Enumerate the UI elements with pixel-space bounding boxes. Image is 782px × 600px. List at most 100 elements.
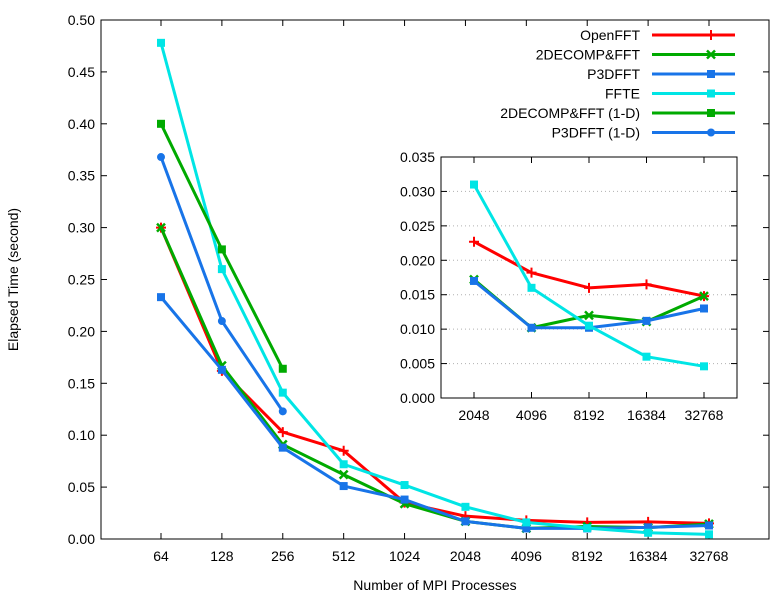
data-point (278, 364, 287, 373)
data-point (400, 481, 409, 490)
data-point (526, 267, 537, 278)
data-point (584, 282, 594, 293)
y-tick-label: 0.45 (68, 64, 95, 80)
data-point (217, 365, 226, 374)
legend-label: P3DFFT (587, 66, 640, 82)
data-point (278, 388, 287, 397)
data-point (522, 518, 531, 527)
inset-background (441, 157, 737, 398)
y-tick-label: 0.10 (68, 427, 95, 443)
data-point (338, 445, 349, 456)
inset-plot: 0.000 0.005 0.010 0.015 0.020 0.025 0.030 0.035… (400, 149, 738, 423)
data-point (642, 352, 651, 361)
x-tick-label: 512 (332, 548, 356, 564)
y-tick-label: 0.35 (68, 168, 95, 184)
data-point (277, 427, 288, 438)
y-tick-label: 0.30 (68, 220, 95, 236)
y-tick-label: 0.030 (400, 183, 435, 199)
x-tick-label: 16384 (629, 548, 668, 564)
x-tick-label: 128 (210, 548, 234, 564)
legend-entry-p3dfft: P3DFFT (587, 66, 735, 82)
inset-plot-frame (440, 156, 738, 399)
legend-label: 2DECOMP&FFT (1-D) (500, 105, 640, 121)
legend-marker (706, 30, 716, 40)
y-tick-label: 0.00 (68, 531, 95, 547)
data-point (641, 279, 652, 290)
data-point (278, 407, 287, 416)
legend-entry-2decomp-fft-1-d: 2DECOMP&FFT (1-D) (500, 105, 735, 121)
x-tick-label: 2048 (458, 407, 489, 423)
data-point (461, 502, 470, 511)
data-point (217, 317, 226, 326)
data-point (339, 460, 348, 469)
y-tick-label: 0.020 (400, 252, 435, 268)
y-tick-label: 0.005 (400, 356, 435, 372)
data-point (705, 530, 713, 539)
y-tick-label: 0.000 (400, 390, 435, 406)
data-point (527, 283, 536, 292)
data-point (470, 180, 478, 189)
data-point (583, 524, 592, 533)
data-point (469, 236, 479, 247)
data-point (705, 521, 713, 530)
data-point (700, 362, 708, 371)
series-2decomp-fft-1-d (157, 119, 287, 373)
data-point (157, 153, 165, 162)
data-point (699, 291, 709, 301)
x-tick-label: 16384 (627, 407, 666, 423)
y-tick-label: 0.25 (68, 272, 95, 288)
data-point (522, 524, 531, 533)
x-tick-label: 8192 (572, 548, 603, 564)
data-point (700, 304, 708, 313)
x-axis-title: Number of MPI Processes (353, 577, 516, 593)
data-point (339, 482, 348, 491)
y-tick-label: 0.010 (400, 321, 435, 337)
x-tick-label: 4096 (516, 407, 547, 423)
series-ffte (157, 38, 713, 539)
data-point (338, 469, 349, 480)
y-tick-label: 0.15 (68, 375, 95, 391)
data-point (157, 38, 165, 47)
series-p3dfft-1-d (157, 153, 287, 416)
legend-entry-ffte: FFTE (605, 86, 735, 102)
legend: OpenFFT 2DECOMP&FFT P3DFFT FFTE 2DECOMP&FFT … (500, 27, 735, 141)
x-tick-label: 32768 (690, 548, 729, 564)
legend-marker (707, 89, 715, 98)
legend-marker (706, 49, 716, 60)
legend-entry-2decomp-fft: 2DECOMP&FFT (536, 47, 735, 63)
y-axis-title: Elapsed Time (second) (5, 208, 21, 351)
x-tick-label: 4096 (511, 548, 542, 564)
y-tick-label: 0.05 (68, 479, 95, 495)
x-tick-label: 32768 (685, 407, 724, 423)
legend-marker (707, 70, 715, 78)
x-tick-label: 8192 (573, 407, 604, 423)
y-tick-label: 0.20 (68, 323, 95, 339)
legend-label: FFTE (605, 86, 640, 102)
legend-marker (707, 109, 715, 117)
data-point (217, 245, 226, 254)
data-point (400, 495, 409, 504)
y-tick-label: 0.40 (68, 116, 95, 132)
legend-label: OpenFFT (580, 27, 640, 43)
data-point (278, 443, 287, 452)
data-point (157, 293, 165, 302)
legend-label: P3DFFT (1-D) (552, 125, 640, 141)
data-point (157, 119, 165, 128)
series-ffte (470, 180, 708, 371)
y-tick-label: 0.035 (400, 149, 435, 165)
data-point (217, 265, 226, 274)
data-point (642, 316, 651, 325)
data-point (527, 323, 536, 332)
x-tick-label: 256 (271, 548, 295, 564)
y-tick-label: 0.50 (68, 12, 95, 28)
legend-label: 2DECOMP&FFT (536, 47, 641, 63)
data-point (644, 528, 653, 537)
data-point (585, 321, 593, 330)
legend-marker (707, 128, 715, 137)
x-tick-label: 2048 (450, 548, 481, 564)
y-tick-label: 0.025 (400, 218, 435, 234)
data-point (470, 276, 478, 285)
data-point (644, 523, 653, 532)
